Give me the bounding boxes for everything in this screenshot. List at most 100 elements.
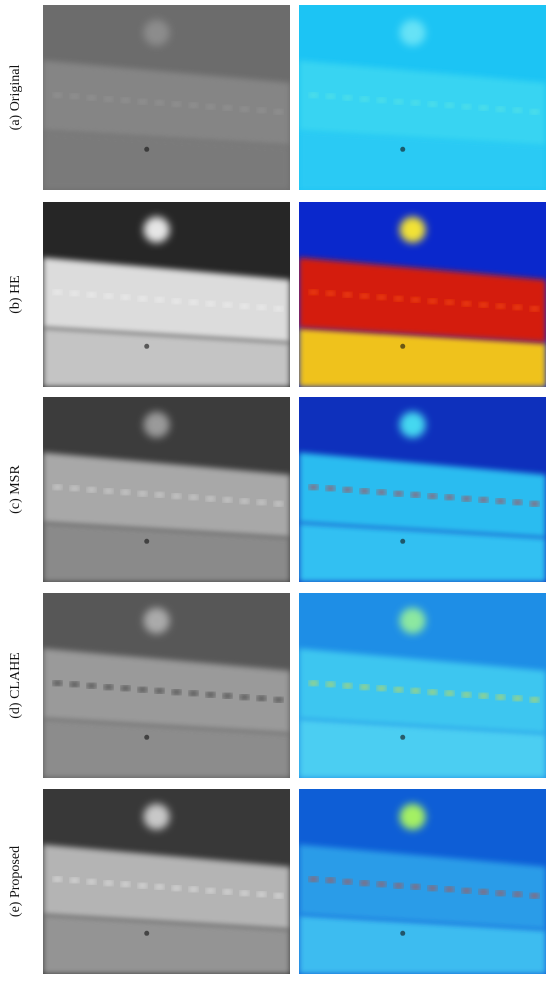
spot — [445, 886, 454, 892]
row-label: (d) CLAHE — [8, 652, 23, 719]
spot — [309, 876, 318, 882]
spot — [138, 491, 147, 497]
spot — [138, 296, 147, 302]
lamp — [143, 803, 170, 830]
spot — [513, 107, 522, 113]
pipe — [299, 844, 546, 930]
hole — [400, 146, 406, 152]
spot — [155, 688, 164, 694]
spot — [360, 684, 369, 690]
spot — [172, 885, 181, 891]
spot — [496, 106, 505, 112]
spot — [411, 688, 420, 694]
spot — [360, 96, 369, 102]
lower-area — [43, 522, 290, 582]
pipe — [299, 257, 546, 343]
hole — [144, 734, 150, 740]
hole — [144, 146, 150, 152]
lower-area — [43, 327, 290, 387]
gray-image — [43, 789, 290, 974]
spot — [223, 105, 232, 111]
spot — [428, 101, 437, 107]
spot — [70, 290, 79, 296]
spot — [155, 297, 164, 303]
spot — [155, 884, 164, 890]
lamp — [143, 216, 170, 243]
spot — [530, 501, 539, 507]
lower-area — [299, 914, 546, 974]
spot — [530, 697, 539, 703]
spot — [206, 301, 215, 307]
spot — [189, 494, 198, 500]
lower-area — [299, 718, 546, 778]
spot — [462, 692, 471, 698]
spot — [513, 695, 522, 701]
spot — [496, 890, 505, 896]
pipe — [43, 257, 290, 343]
spot — [240, 106, 249, 112]
spot — [496, 303, 505, 309]
color-image — [299, 397, 546, 582]
spot — [343, 292, 352, 298]
gray-image — [43, 397, 290, 582]
spot — [530, 306, 539, 312]
spot — [70, 877, 79, 883]
lamp — [399, 19, 426, 46]
spot — [121, 489, 130, 495]
spot — [189, 886, 198, 892]
spot — [206, 104, 215, 110]
spot — [309, 92, 318, 98]
spot — [445, 102, 454, 108]
gray-image — [43, 593, 290, 778]
spot — [411, 884, 420, 890]
spot — [411, 100, 420, 106]
spot — [343, 683, 352, 689]
spot — [411, 297, 420, 303]
spot — [274, 697, 283, 703]
lamp — [143, 607, 170, 634]
spot — [479, 889, 488, 895]
gray-image — [43, 202, 290, 387]
gray-image — [43, 5, 290, 190]
spot — [428, 689, 437, 695]
color-image — [299, 789, 546, 974]
spot — [377, 489, 386, 495]
spot — [172, 689, 181, 695]
spot — [377, 685, 386, 691]
color-image — [299, 202, 546, 387]
spot — [513, 891, 522, 897]
hole — [144, 343, 150, 349]
spot — [138, 883, 147, 889]
spot — [445, 299, 454, 305]
spot — [462, 496, 471, 502]
lamp — [399, 216, 426, 243]
spot — [377, 97, 386, 103]
spot — [428, 885, 437, 891]
hole — [400, 734, 406, 740]
spot — [462, 888, 471, 894]
spot — [411, 492, 420, 498]
spot — [87, 683, 96, 689]
lamp — [399, 803, 426, 830]
spot — [394, 687, 403, 693]
spot — [496, 498, 505, 504]
spot — [189, 102, 198, 108]
pipe — [43, 452, 290, 538]
lower-area — [299, 130, 546, 190]
hole — [400, 538, 406, 544]
spot — [309, 289, 318, 295]
spot — [138, 99, 147, 105]
spot — [87, 879, 96, 885]
hole — [400, 930, 406, 936]
pipe — [299, 452, 546, 538]
spot — [462, 104, 471, 110]
color-image — [299, 5, 546, 190]
spot — [257, 499, 266, 505]
hole — [400, 343, 406, 349]
spot — [121, 294, 130, 300]
pipe — [43, 60, 290, 146]
spot — [104, 293, 113, 299]
spot — [274, 306, 283, 312]
spot — [206, 888, 215, 894]
